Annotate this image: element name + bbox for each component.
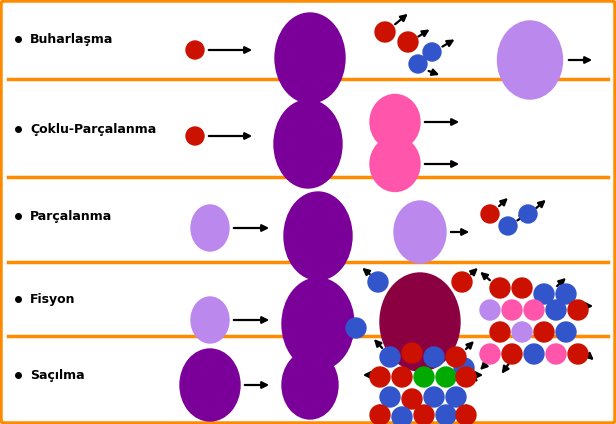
Circle shape (402, 343, 422, 363)
Circle shape (512, 278, 532, 298)
Circle shape (534, 322, 554, 342)
Text: Buharlaşma: Buharlaşma (30, 33, 113, 46)
Circle shape (436, 405, 456, 424)
Circle shape (568, 300, 588, 320)
Circle shape (490, 322, 510, 342)
Ellipse shape (394, 201, 446, 263)
Circle shape (423, 43, 441, 61)
Circle shape (375, 22, 395, 42)
Text: Fisyon: Fisyon (30, 293, 76, 306)
Circle shape (456, 367, 476, 387)
Circle shape (446, 347, 466, 367)
Circle shape (380, 387, 400, 407)
Ellipse shape (370, 137, 420, 192)
Text: Saçılma: Saçılma (30, 369, 84, 382)
Circle shape (534, 284, 554, 304)
Circle shape (480, 300, 500, 320)
Circle shape (414, 405, 434, 424)
Circle shape (424, 387, 444, 407)
Circle shape (186, 127, 204, 145)
Ellipse shape (284, 192, 352, 280)
Circle shape (436, 367, 456, 387)
Circle shape (424, 347, 444, 367)
Ellipse shape (180, 349, 240, 421)
Circle shape (452, 272, 472, 292)
Circle shape (446, 387, 466, 407)
Circle shape (568, 344, 588, 364)
Circle shape (490, 278, 510, 298)
Ellipse shape (380, 273, 460, 371)
Circle shape (546, 344, 566, 364)
Text: Çoklu-Parçalanma: Çoklu-Parçalanma (30, 123, 156, 136)
Circle shape (370, 367, 390, 387)
Circle shape (556, 322, 576, 342)
Circle shape (409, 55, 427, 73)
Circle shape (454, 358, 474, 378)
Circle shape (402, 389, 422, 409)
Circle shape (456, 405, 476, 424)
Circle shape (546, 300, 566, 320)
Ellipse shape (191, 205, 229, 251)
Circle shape (556, 284, 576, 304)
Circle shape (512, 322, 532, 342)
Ellipse shape (498, 21, 562, 99)
Ellipse shape (275, 13, 345, 103)
Circle shape (524, 300, 544, 320)
Circle shape (499, 217, 517, 235)
Circle shape (502, 300, 522, 320)
Circle shape (502, 344, 522, 364)
Circle shape (392, 407, 412, 424)
Ellipse shape (282, 351, 338, 419)
Circle shape (368, 272, 388, 292)
Circle shape (524, 344, 544, 364)
Circle shape (519, 205, 537, 223)
Circle shape (370, 405, 390, 424)
Circle shape (480, 344, 500, 364)
Ellipse shape (370, 95, 420, 150)
Circle shape (414, 367, 434, 387)
Ellipse shape (282, 278, 354, 370)
Circle shape (186, 41, 204, 59)
Circle shape (398, 32, 418, 52)
Circle shape (392, 367, 412, 387)
Circle shape (380, 347, 400, 367)
Circle shape (481, 205, 499, 223)
Text: Parçalanma: Parçalanma (30, 210, 112, 223)
Ellipse shape (274, 100, 342, 188)
Ellipse shape (191, 297, 229, 343)
Circle shape (346, 318, 366, 338)
